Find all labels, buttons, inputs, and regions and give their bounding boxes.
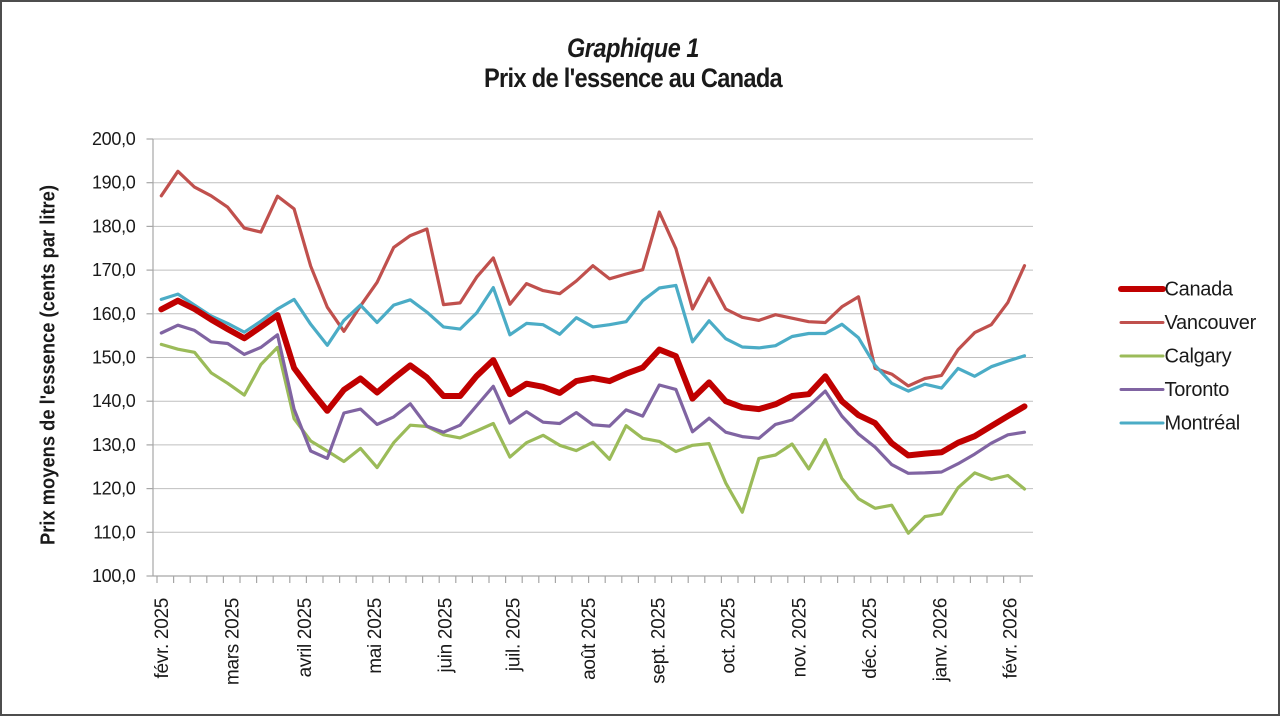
svg-text:170,0: 170,0 xyxy=(92,260,136,280)
svg-text:190,0: 190,0 xyxy=(92,173,136,193)
svg-text:oct. 2025: oct. 2025 xyxy=(718,598,739,673)
svg-text:120,0: 120,0 xyxy=(92,479,136,499)
svg-text:janv. 2026: janv. 2026 xyxy=(930,598,951,682)
svg-text:mai 2025: mai 2025 xyxy=(365,598,386,674)
svg-text:130,0: 130,0 xyxy=(92,435,136,455)
svg-text:déc. 2025: déc. 2025 xyxy=(860,598,881,679)
svg-text:févr. 2026: févr. 2026 xyxy=(1001,598,1022,678)
svg-text:avril 2025: avril 2025 xyxy=(295,598,316,677)
svg-text:Canada: Canada xyxy=(1165,279,1234,301)
svg-text:Toronto: Toronto xyxy=(1165,379,1230,401)
svg-text:nov. 2025: nov. 2025 xyxy=(790,598,811,677)
svg-text:Graphique 1: Graphique 1 xyxy=(567,33,699,63)
svg-text:juil. 2025: juil. 2025 xyxy=(504,598,525,672)
svg-text:180,0: 180,0 xyxy=(92,216,136,236)
svg-text:140,0: 140,0 xyxy=(92,391,136,411)
svg-text:juin 2025: juin 2025 xyxy=(436,598,457,673)
svg-text:110,0: 110,0 xyxy=(93,522,135,542)
svg-text:200,0: 200,0 xyxy=(92,129,136,149)
svg-text:Prix de l'essence au Canada: Prix de l'essence au Canada xyxy=(484,63,784,93)
svg-text:août 2025: août 2025 xyxy=(579,598,600,680)
svg-text:150,0: 150,0 xyxy=(92,348,136,368)
svg-text:Calgary: Calgary xyxy=(1165,346,1232,368)
svg-text:Vancouver: Vancouver xyxy=(1165,312,1257,334)
svg-text:sept. 2025: sept. 2025 xyxy=(648,598,669,684)
svg-text:160,0: 160,0 xyxy=(92,304,136,324)
svg-text:100,0: 100,0 xyxy=(92,566,136,586)
svg-text:févr. 2025: févr. 2025 xyxy=(152,598,173,678)
svg-text:Prix moyens de l'essence (cent: Prix moyens de l'essence (cents par litr… xyxy=(38,185,60,545)
svg-text:mars 2025: mars 2025 xyxy=(222,598,243,685)
svg-text:Montréal: Montréal xyxy=(1165,413,1240,435)
